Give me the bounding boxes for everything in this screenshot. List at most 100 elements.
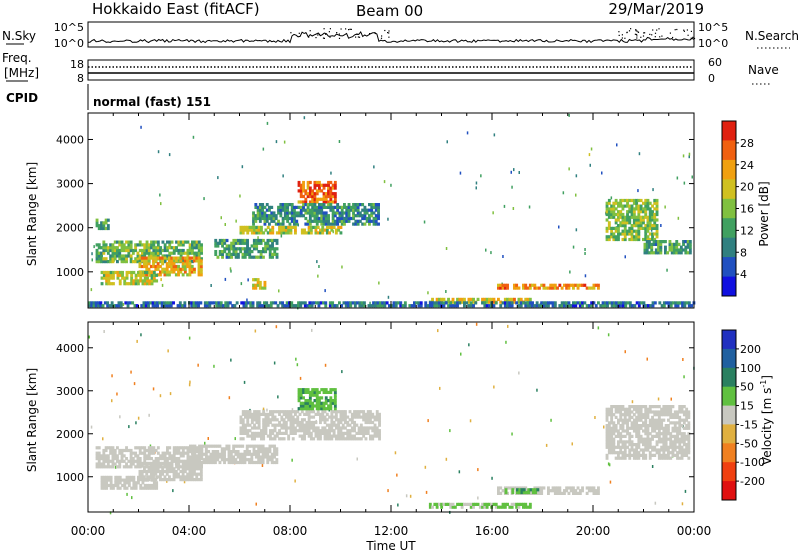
range-gate-cell xyxy=(154,264,158,269)
range-gate-cell xyxy=(118,448,122,453)
range-gate-cell xyxy=(95,446,99,450)
range-gate-cell xyxy=(373,431,377,435)
range-gate-cell xyxy=(467,502,471,506)
range-gate-cell xyxy=(271,412,275,416)
range-gate-cell xyxy=(147,301,150,305)
range-gate-cell xyxy=(232,250,236,254)
range-gate-cell xyxy=(134,279,138,283)
range-gate-cell xyxy=(278,301,282,305)
range-gate-cell xyxy=(309,410,313,414)
range-gate-cell xyxy=(118,486,122,490)
range-gate-cell xyxy=(632,210,636,214)
range-gate-cell xyxy=(113,251,117,255)
range-gate-cell xyxy=(324,304,328,308)
range-gate-cell xyxy=(670,242,674,246)
range-gate-cell xyxy=(632,413,636,417)
range-gate-cell xyxy=(100,475,104,479)
range-gate-cell xyxy=(177,448,181,453)
range-gate-cell xyxy=(648,232,652,236)
range-gate-cell xyxy=(250,431,254,435)
range-gate-cell xyxy=(262,423,266,427)
range-gate-cell xyxy=(104,448,108,453)
range-gate-cell xyxy=(156,262,160,266)
range-gate-cell xyxy=(440,301,444,305)
range-gate-cell xyxy=(626,218,629,222)
range-gate-cell xyxy=(643,248,647,252)
range-gate-cell xyxy=(377,211,380,215)
range-gate-cell xyxy=(308,208,312,212)
range-gate-cell xyxy=(97,462,101,466)
range-gate-cell xyxy=(662,451,666,455)
range-gate-cell xyxy=(303,418,306,422)
range-gate-cell xyxy=(651,204,654,208)
range-gate-cell xyxy=(653,212,657,217)
range-gate-cell xyxy=(522,283,525,287)
range-gate-cell xyxy=(296,418,300,422)
range-gate-cell xyxy=(337,420,341,425)
range-gate-cell xyxy=(605,207,609,211)
range-gate-cell xyxy=(195,467,199,471)
range-gate-cell xyxy=(261,208,265,212)
range-gate-cell xyxy=(296,420,300,425)
scatter-cell xyxy=(111,374,113,378)
range-gate-cell xyxy=(145,246,149,250)
nsearch-dots xyxy=(290,28,696,40)
range-gate-cell xyxy=(653,424,657,428)
range-gate-cell xyxy=(100,462,103,466)
range-gate-cell xyxy=(324,396,328,400)
range-gate-cell xyxy=(340,214,344,218)
range-gate-cell xyxy=(516,490,519,495)
range-gate-cell xyxy=(125,270,129,275)
range-gate-cell xyxy=(635,429,639,433)
range-gate-cell xyxy=(94,301,98,305)
range-gate-cell xyxy=(261,447,265,451)
x-tick-label: 20:00 xyxy=(576,524,611,538)
scatter-cell xyxy=(646,357,648,361)
range-gate-cell xyxy=(102,483,106,488)
range-gate-cell xyxy=(188,475,192,479)
range-gate-cell xyxy=(152,259,155,263)
range-gate-cell xyxy=(248,252,252,256)
range-gate-cell xyxy=(111,457,115,461)
range-gate-cell xyxy=(453,301,457,305)
scatter-cell xyxy=(273,361,276,365)
range-gate-cell xyxy=(109,260,113,264)
range-gate-cell xyxy=(333,404,337,408)
range-gate-cell xyxy=(333,390,337,394)
range-gate-cell xyxy=(270,214,274,218)
range-gate-cell xyxy=(637,224,641,228)
range-gate-cell xyxy=(664,405,668,409)
range-gate-cell xyxy=(255,225,259,229)
range-gate-cell xyxy=(653,405,657,409)
range-gate-cell xyxy=(111,248,115,253)
range-gate-cell xyxy=(686,251,690,255)
range-gate-cell xyxy=(276,304,280,308)
range-gate-cell xyxy=(290,205,294,209)
range-gate-cell xyxy=(116,248,119,253)
range-gate-cell xyxy=(281,203,285,207)
range-gate-cell xyxy=(510,304,514,308)
range-gate-cell xyxy=(120,254,124,258)
range-gate-cell xyxy=(524,286,528,290)
range-gate-cell xyxy=(250,455,254,459)
scatter-cell xyxy=(130,370,132,374)
range-gate-cell xyxy=(688,245,692,249)
scatter-cell xyxy=(394,451,397,455)
range-gate-cell xyxy=(293,205,296,209)
range-gate-cell xyxy=(136,254,140,258)
range-gate-cell xyxy=(120,243,124,247)
range-gate-cell xyxy=(553,301,557,305)
range-gate-cell xyxy=(605,201,609,205)
nave-label: Nave xyxy=(748,63,779,77)
range-gate-cell xyxy=(252,247,256,251)
range-gate-cell xyxy=(331,222,335,226)
scatter-cell xyxy=(676,176,679,180)
range-gate-cell xyxy=(265,304,269,308)
range-gate-cell xyxy=(648,451,652,455)
range-gate-cell xyxy=(372,301,375,305)
range-gate-cell xyxy=(315,192,319,196)
range-gate-cell xyxy=(646,407,650,411)
range-gate-cell xyxy=(347,205,351,209)
range-gate-cell xyxy=(253,437,256,441)
range-gate-cell xyxy=(169,301,173,305)
